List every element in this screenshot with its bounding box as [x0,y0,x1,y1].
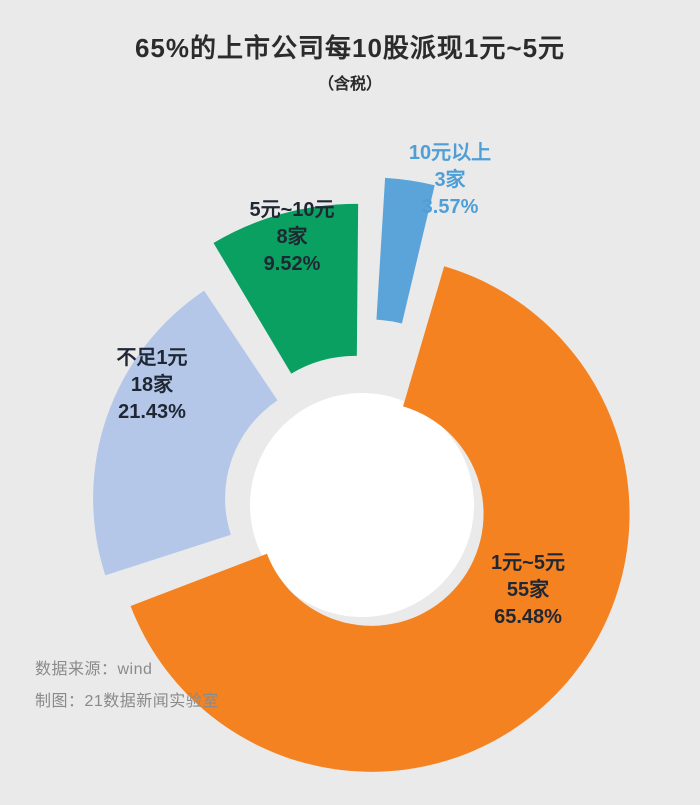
slice-5-to-10 [213,203,359,374]
donut-hole [250,393,474,617]
chart-credit: 制图：21数据新闻实验室 [35,693,219,710]
slice-count: 55家 [506,579,550,601]
data-source: 数据来源：wind [35,661,153,678]
slice-label-5-to-10: 5元~10元 8家 9.52% [249,197,334,278]
slice-count: 8家 [276,226,308,248]
slice-name: 10元以上 [408,142,492,164]
chart-title: 65%的上市公司每10股派现1元~5元 [134,33,566,63]
slice-label-1-to-5: 1元~5元 55家 65.48% [491,550,565,631]
slice-count: 18家 [130,374,174,396]
slice-name: 不足1元 [116,347,188,369]
slice-label-under-1: 不足1元 18家 21.43% [116,345,187,426]
slice-over-10 [376,177,435,324]
slice-percent: 9.52% [263,253,321,275]
slice-label-over-10: 10元以上 3家 3.57% [409,140,491,221]
slice-under-1 [93,290,278,576]
chart-subtitle: （含税） [317,76,382,93]
slice-name: 1元~5元 [491,552,565,574]
slice-name: 5元~10元 [249,199,335,221]
slice-percent: 21.43% [118,401,186,423]
slice-percent: 65.48% [494,606,562,628]
slice-count: 3家 [434,169,466,191]
slice-percent: 3.57% [421,196,479,218]
slice-1-to-5 [130,266,630,772]
